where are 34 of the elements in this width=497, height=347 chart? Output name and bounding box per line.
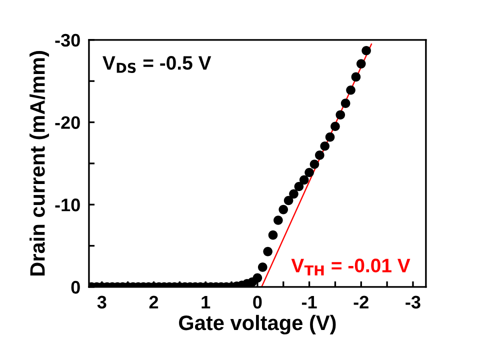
x-tick-label: -2	[354, 296, 368, 308]
point	[268, 230, 278, 240]
x-tick-label: 0	[253, 296, 262, 309]
point	[274, 216, 283, 225]
point	[294, 182, 304, 192]
point	[314, 150, 324, 160]
point	[325, 132, 335, 142]
point	[320, 141, 330, 151]
point	[330, 122, 340, 132]
point	[336, 110, 346, 120]
point	[310, 160, 320, 169]
point	[346, 85, 356, 95]
y-tick-label: -30	[55, 34, 80, 47]
x-tick-label: 1	[202, 296, 210, 308]
x-tick-label: 3	[97, 296, 106, 309]
point	[304, 168, 314, 178]
point	[284, 196, 294, 206]
x-tick-label: -1	[302, 296, 317, 308]
x-tick-label: -3	[406, 296, 420, 309]
point	[278, 204, 288, 214]
annotation: V$_{DS}$ = -0.5 V	[102, 56, 212, 73]
point	[289, 189, 298, 199]
y-tick-label: -20	[55, 116, 80, 129]
point	[340, 98, 350, 108]
point	[362, 46, 371, 56]
point	[299, 175, 309, 185]
y-tick-label: -10	[55, 198, 80, 212]
x-tick-label: 2	[149, 296, 158, 308]
annotation: V$_{TH}$ = -0.01 V	[291, 258, 410, 276]
y-axis-title: Drain current (mA/mm)	[30, 51, 49, 276]
x-axis-title: Gate voltage (V)	[179, 314, 336, 334]
point	[351, 72, 361, 82]
y-tick-label: 0	[71, 280, 80, 294]
point	[356, 59, 366, 68]
